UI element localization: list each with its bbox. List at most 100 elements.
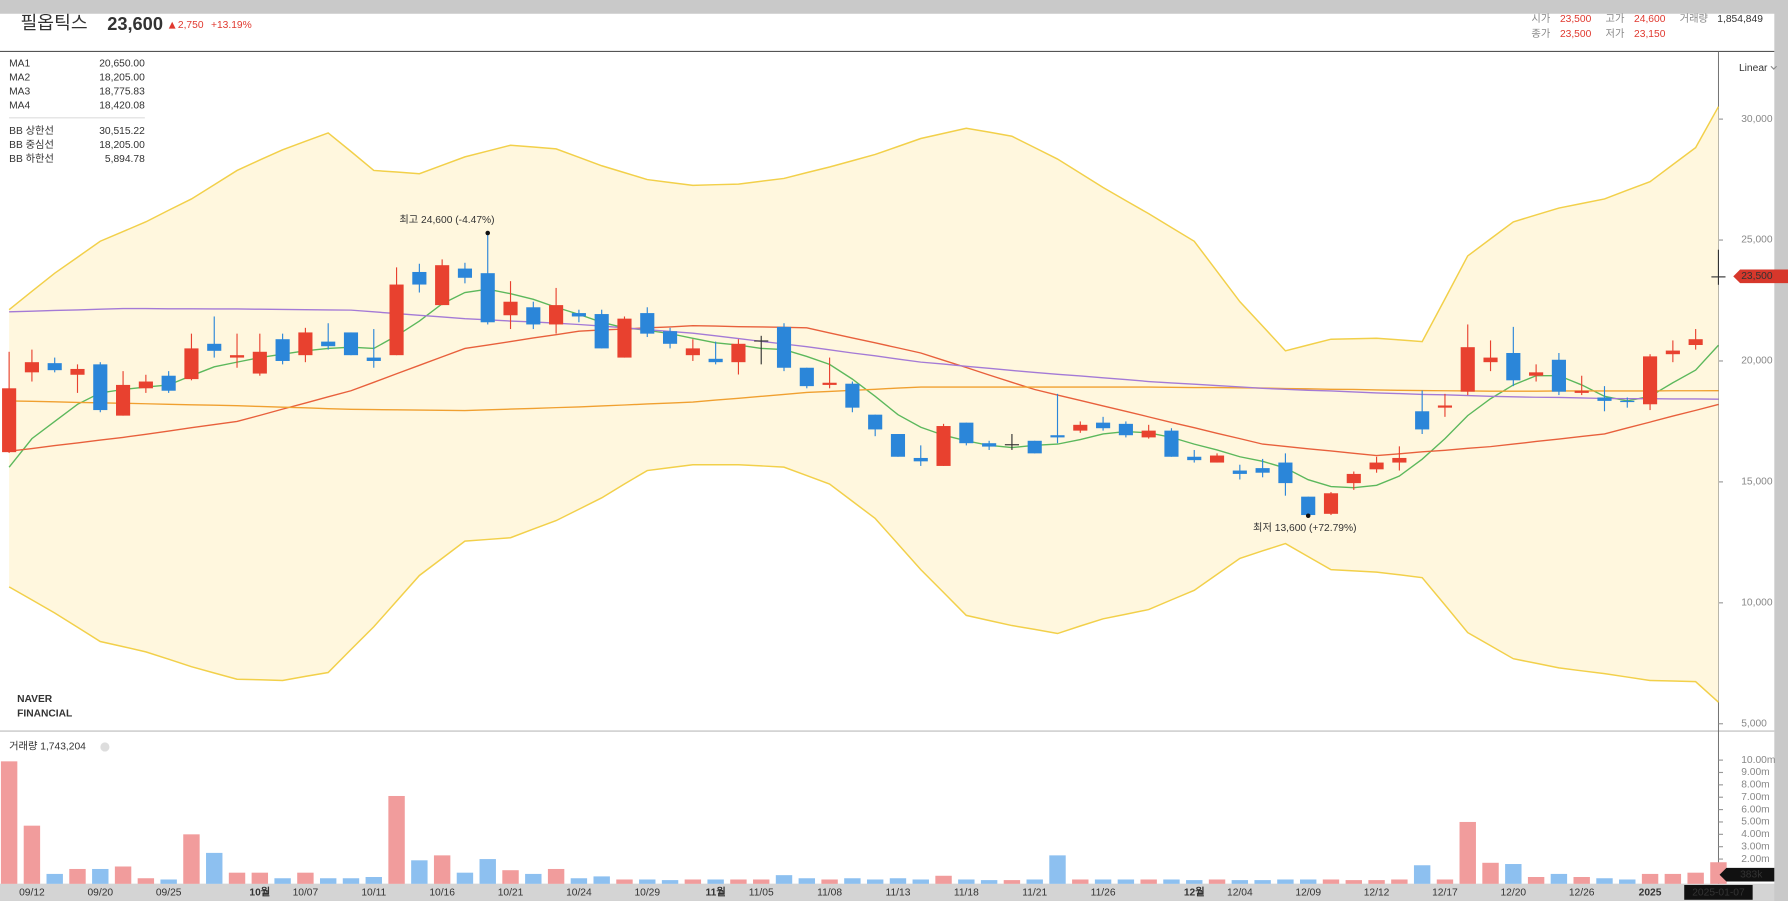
legend-name: BB 중심선 xyxy=(9,139,54,151)
mark-layer xyxy=(0,233,1727,884)
volume-bar xyxy=(547,868,565,884)
y2-tick-label: 2.00m xyxy=(1741,854,1770,865)
y-tick-label: 30,000 xyxy=(1741,114,1773,125)
volume-bar xyxy=(114,866,132,884)
line-layer xyxy=(8,288,1719,489)
volume-bar xyxy=(684,879,702,884)
ma-line xyxy=(9,324,1719,457)
volume-bar xyxy=(1277,879,1294,884)
candle-body xyxy=(457,268,473,278)
x-tick-label: 11/05 xyxy=(749,888,774,899)
scale-chevron[interactable] xyxy=(1770,65,1778,70)
y2-tick-label: 8.00m xyxy=(1741,780,1770,791)
volume-bar xyxy=(1710,862,1727,884)
volume-bar xyxy=(137,878,155,884)
y2-tick-label: 7.00m xyxy=(1741,792,1770,803)
legend-value: 18,775.83 xyxy=(99,87,145,98)
volume-bar xyxy=(1436,879,1454,884)
candle-body xyxy=(1665,350,1680,355)
x-tick-label: 12/26 xyxy=(1569,888,1595,899)
summary-label: 저가 xyxy=(1606,28,1625,40)
volume-bar xyxy=(1368,880,1385,884)
volume-bar xyxy=(1573,877,1590,884)
x-tick-label: 12/12 xyxy=(1364,888,1390,899)
candle-body xyxy=(1369,462,1384,470)
volume-bar xyxy=(1003,880,1021,884)
volume-bar xyxy=(707,879,724,884)
volume-bar xyxy=(1527,877,1545,884)
band-layer xyxy=(8,106,1720,703)
candle-body xyxy=(1620,400,1635,403)
volume-bar xyxy=(411,860,428,884)
candle-body xyxy=(503,301,518,316)
candle-body xyxy=(868,414,883,430)
volume-bar xyxy=(889,878,907,884)
volume-bar xyxy=(319,878,337,884)
volume-bar xyxy=(1186,880,1203,884)
volume-bar xyxy=(1322,879,1340,884)
x-tick-label: 11/26 xyxy=(1091,888,1116,899)
volume-bar xyxy=(0,761,18,884)
volume-bar xyxy=(251,872,269,884)
summary-label: 종가 xyxy=(1531,28,1550,40)
volume-bar xyxy=(1550,873,1568,884)
volume-bar xyxy=(1619,879,1636,884)
candle-body xyxy=(571,313,586,317)
x-tick-label: 12/04 xyxy=(1227,888,1253,899)
candle-body xyxy=(435,265,450,306)
candle-body xyxy=(229,355,245,358)
price-tag-bg xyxy=(1733,269,1788,284)
candle-body xyxy=(1551,359,1566,392)
candle-body xyxy=(1437,405,1453,408)
legend-name: MA3 xyxy=(9,87,30,98)
summary-value: 23,500 xyxy=(1560,29,1592,40)
candle-body xyxy=(845,383,860,408)
candle-body xyxy=(1506,352,1521,381)
legend-value: 5,894.78 xyxy=(105,154,145,165)
x-tick-label: 12/20 xyxy=(1500,888,1526,899)
legend-value: 18,205.00 xyxy=(99,140,145,151)
candle-body xyxy=(138,381,153,389)
volume-bar xyxy=(160,879,177,884)
volume-bar xyxy=(502,870,519,884)
volume-bar xyxy=(1299,879,1317,884)
volume-tag-bg xyxy=(1719,867,1775,882)
close-icon[interactable] xyxy=(100,742,110,752)
stock-name: 필옵틱스 xyxy=(21,12,88,33)
legend-name: MA4 xyxy=(9,101,30,112)
price-change: 2,750 xyxy=(178,20,204,31)
legend-name: MA2 xyxy=(9,73,30,84)
volume-bar xyxy=(1208,879,1226,884)
candle-body xyxy=(47,363,62,371)
ma-line xyxy=(8,288,1719,489)
y2-tick-label: 4.00m xyxy=(1741,829,1770,840)
x-tick-label: 11월 xyxy=(706,886,726,899)
summary-label: 거래량 xyxy=(1680,13,1709,25)
x-tick-label: 2025 xyxy=(1639,888,1662,899)
volume-bar xyxy=(183,834,200,884)
legend-value: 20,650.00 xyxy=(99,59,145,70)
volume-bar xyxy=(456,872,474,884)
candle-body xyxy=(776,326,792,368)
candle-body xyxy=(1301,496,1316,516)
candle-body xyxy=(799,367,814,387)
candle-body xyxy=(617,318,632,358)
summary-label: 시가 xyxy=(1531,13,1550,25)
volume-bar xyxy=(730,879,747,884)
volume-bar xyxy=(1413,865,1431,884)
candle-body xyxy=(1187,456,1202,461)
x-tick-label: 11/21 xyxy=(1022,888,1047,899)
y-tick-label: 5,000 xyxy=(1741,718,1767,729)
summary-value: 24,600 xyxy=(1634,14,1666,25)
legend-value: 18,420.08 xyxy=(99,101,145,112)
x-tick-label: 12월 xyxy=(1184,886,1205,899)
x-tick-label: 12/09 xyxy=(1295,888,1321,899)
candle-body xyxy=(1232,470,1247,474)
volume-bar xyxy=(639,879,656,884)
ma-line xyxy=(9,307,1719,400)
x-tick-label: 10월 xyxy=(249,886,270,899)
scale-button[interactable]: Linear xyxy=(1739,63,1768,74)
candle-body xyxy=(184,348,199,380)
candle-body xyxy=(1529,372,1544,376)
